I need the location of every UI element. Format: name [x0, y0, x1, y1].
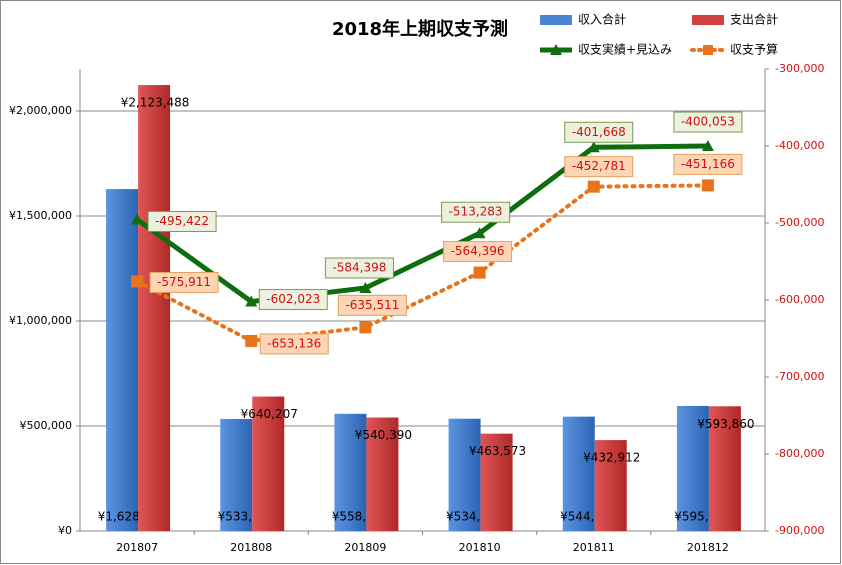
data-label-box — [564, 121, 634, 143]
x-tick-label: 201809 — [344, 541, 386, 554]
bar-value-label: ¥463,573 — [469, 444, 526, 458]
data-label-box — [259, 333, 329, 355]
data-label-box — [673, 153, 743, 175]
line-marker — [359, 281, 372, 293]
data-label-box — [441, 201, 511, 223]
bar — [594, 440, 627, 531]
line-value-label: -575,911 — [157, 275, 211, 289]
line-value-label: -452,781 — [572, 159, 626, 173]
line-marker — [131, 275, 144, 288]
bar-value-label: ¥593,860 — [697, 417, 754, 431]
bar — [106, 189, 139, 531]
bar — [220, 418, 253, 531]
y2-tick-label: -600,000 — [775, 293, 824, 306]
bar — [562, 416, 595, 531]
y2-tick-label: -900,000 — [775, 524, 824, 537]
bar-value-label: ¥640,207 — [241, 407, 298, 421]
line-marker — [245, 295, 258, 307]
line-marker — [701, 179, 714, 192]
data-label-box — [149, 271, 219, 293]
x-tick-label: 201807 — [116, 541, 158, 554]
data-label-box — [673, 111, 743, 133]
bar — [448, 418, 481, 531]
bar — [676, 405, 709, 531]
line-marker — [587, 141, 600, 153]
line-marker — [245, 334, 258, 347]
legend-marker — [550, 44, 562, 55]
data-label-box — [258, 289, 328, 311]
chart-title: 2018年上期収支予測 — [332, 18, 508, 40]
line-value-label: -602,023 — [266, 292, 320, 306]
legend-label: 収入合計 — [578, 12, 626, 27]
line-value-label: -401,668 — [572, 125, 626, 139]
bar-value-label: ¥540,390 — [355, 428, 412, 442]
y-tick-label: ¥500,000 — [20, 419, 73, 432]
bar — [138, 85, 171, 532]
bar — [708, 406, 741, 531]
x-tick-label: 201812 — [687, 541, 729, 554]
line-value-label: -495,422 — [155, 214, 209, 228]
data-label-box — [564, 156, 634, 178]
line-marker — [587, 180, 600, 193]
bar-value-label: ¥432,912 — [583, 451, 640, 465]
legend-marker — [703, 45, 713, 55]
line-marker — [131, 213, 144, 225]
line — [134, 143, 711, 305]
legend-swatch — [692, 15, 724, 25]
y-tick-label: ¥1,000,000 — [9, 314, 72, 327]
legend-label: 収支実績+見込み — [578, 42, 672, 57]
y2-tick-label: -800,000 — [775, 447, 824, 460]
line-value-label: -513,283 — [449, 205, 503, 219]
line-marker — [473, 227, 486, 239]
line-value-label: -635,511 — [345, 298, 399, 312]
line-marker — [473, 266, 486, 279]
bar — [366, 417, 399, 531]
x-tick-label: 201811 — [573, 541, 615, 554]
x-tick-label: 201808 — [230, 541, 272, 554]
y-tick-label: ¥2,000,000 — [9, 104, 72, 117]
x-tick-label: 201810 — [459, 541, 501, 554]
legend-label: 支出合計 — [730, 12, 778, 27]
line-value-label: -584,398 — [332, 260, 386, 274]
data-label-box — [324, 257, 394, 279]
y2-tick-label: -300,000 — [775, 62, 824, 75]
line-marker — [701, 140, 714, 152]
y2-tick-label: -500,000 — [775, 216, 824, 229]
legend-label: 収支予算 — [730, 42, 778, 57]
data-label-box — [337, 294, 407, 316]
y-tick-label: ¥1,500,000 — [9, 209, 72, 222]
bar-value-label: ¥2,123,488 — [121, 96, 190, 110]
line-value-label: -451,166 — [681, 157, 735, 171]
line-value-label: -400,053 — [681, 115, 735, 129]
line-value-label: -653,136 — [267, 336, 321, 350]
bar — [480, 433, 513, 531]
bar — [334, 413, 367, 531]
line — [135, 183, 710, 343]
y2-tick-label: -700,000 — [775, 370, 824, 383]
bar — [252, 396, 285, 531]
y-tick-label: ¥0 — [58, 524, 72, 537]
line-marker — [359, 321, 372, 334]
data-label-box — [147, 210, 217, 232]
data-label-box — [443, 241, 513, 263]
line-value-label: -564,396 — [451, 244, 505, 258]
legend-swatch — [540, 15, 572, 25]
y2-tick-label: -400,000 — [775, 139, 824, 152]
